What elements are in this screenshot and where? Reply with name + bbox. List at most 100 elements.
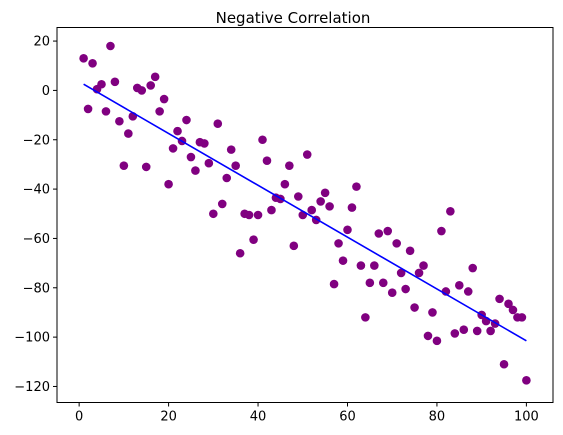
data-point	[164, 179, 173, 189]
data-point	[204, 158, 214, 168]
data-point	[486, 326, 495, 336]
data-point	[235, 248, 245, 258]
data-point	[173, 126, 182, 136]
plot-frame	[56, 27, 554, 403]
data-point	[226, 145, 236, 154]
data-point	[231, 161, 240, 170]
data-point	[405, 246, 415, 256]
data-point	[522, 375, 531, 385]
y-tick-label: −80	[23, 281, 50, 296]
x-tick-label: 0	[75, 410, 83, 425]
data-point	[186, 152, 196, 162]
data-point	[401, 284, 410, 294]
data-point	[146, 81, 155, 90]
data-point	[383, 226, 393, 236]
data-point	[338, 256, 348, 265]
data-point	[258, 135, 267, 145]
data-point	[110, 77, 120, 87]
y-tick-label: −40	[23, 183, 50, 198]
data-point	[182, 115, 191, 125]
data-point	[419, 261, 428, 270]
x-tick-label: 100	[514, 410, 539, 425]
y-tick-label: 0	[42, 84, 50, 99]
data-point	[365, 278, 375, 288]
y-tick-label: 20	[33, 35, 50, 50]
data-point	[329, 279, 339, 289]
data-point	[455, 281, 464, 290]
data-point	[446, 206, 455, 216]
data-point	[115, 116, 124, 126]
data-point	[495, 294, 504, 304]
data-point	[267, 205, 276, 215]
data-point	[392, 239, 401, 248]
data-point	[79, 54, 88, 63]
data-point	[370, 261, 379, 270]
data-point	[356, 261, 366, 270]
data-point	[285, 161, 294, 170]
data-point	[222, 173, 232, 183]
data-point	[396, 268, 406, 278]
data-point	[159, 94, 169, 104]
data-point	[347, 203, 357, 212]
data-point	[378, 278, 388, 288]
data-point	[217, 199, 227, 209]
data-point	[361, 313, 370, 322]
y-axis: 20 0 −20 −40 −60 −80 −100 −120	[14, 35, 57, 395]
y-tick-label: −20	[23, 133, 50, 148]
data-point	[209, 209, 218, 219]
data-point	[414, 268, 424, 278]
data-point	[423, 331, 433, 341]
data-point	[155, 107, 164, 116]
data-point	[262, 156, 272, 166]
data-point	[450, 329, 460, 338]
data-point	[374, 229, 384, 238]
y-tick-label: −120	[14, 380, 50, 395]
data-point	[200, 139, 209, 148]
data-point	[106, 41, 115, 51]
data-point	[289, 241, 299, 251]
data-point	[280, 179, 290, 189]
data-point	[249, 235, 258, 244]
data-point	[325, 202, 334, 211]
x-tick-label: 20	[160, 410, 177, 425]
data-point	[508, 305, 518, 315]
data-point	[472, 326, 482, 336]
chart-title: Negative Correlation	[216, 9, 371, 27]
y-tick-label: −60	[23, 232, 50, 247]
data-point	[88, 58, 97, 68]
data-point	[437, 226, 446, 236]
data-point	[334, 239, 343, 248]
y-tick-label: −100	[14, 331, 50, 346]
data-point	[244, 210, 254, 220]
data-point	[517, 313, 527, 322]
data-point	[137, 86, 147, 95]
data-point	[499, 359, 509, 369]
data-point	[307, 205, 317, 215]
data-point	[253, 210, 263, 220]
data-point	[101, 107, 111, 116]
data-point	[83, 104, 93, 114]
data-point	[459, 325, 469, 335]
data-point	[410, 303, 419, 312]
data-point	[141, 162, 151, 172]
data-point	[97, 79, 106, 89]
trend-line	[83, 83, 527, 342]
data-point	[150, 72, 160, 82]
data-point	[463, 287, 473, 296]
data-point	[468, 263, 478, 273]
data-point	[343, 225, 352, 235]
x-tick-label: 80	[429, 410, 446, 425]
plot-area	[79, 41, 531, 385]
data-point	[168, 144, 178, 153]
data-point	[119, 161, 129, 170]
data-point	[387, 288, 397, 298]
data-point	[316, 197, 325, 206]
data-point	[293, 192, 303, 201]
data-point	[428, 308, 437, 317]
x-tick-label: 60	[339, 410, 356, 425]
data-point	[352, 182, 361, 191]
data-point	[191, 166, 200, 175]
data-point	[320, 188, 330, 198]
data-point	[213, 119, 223, 129]
